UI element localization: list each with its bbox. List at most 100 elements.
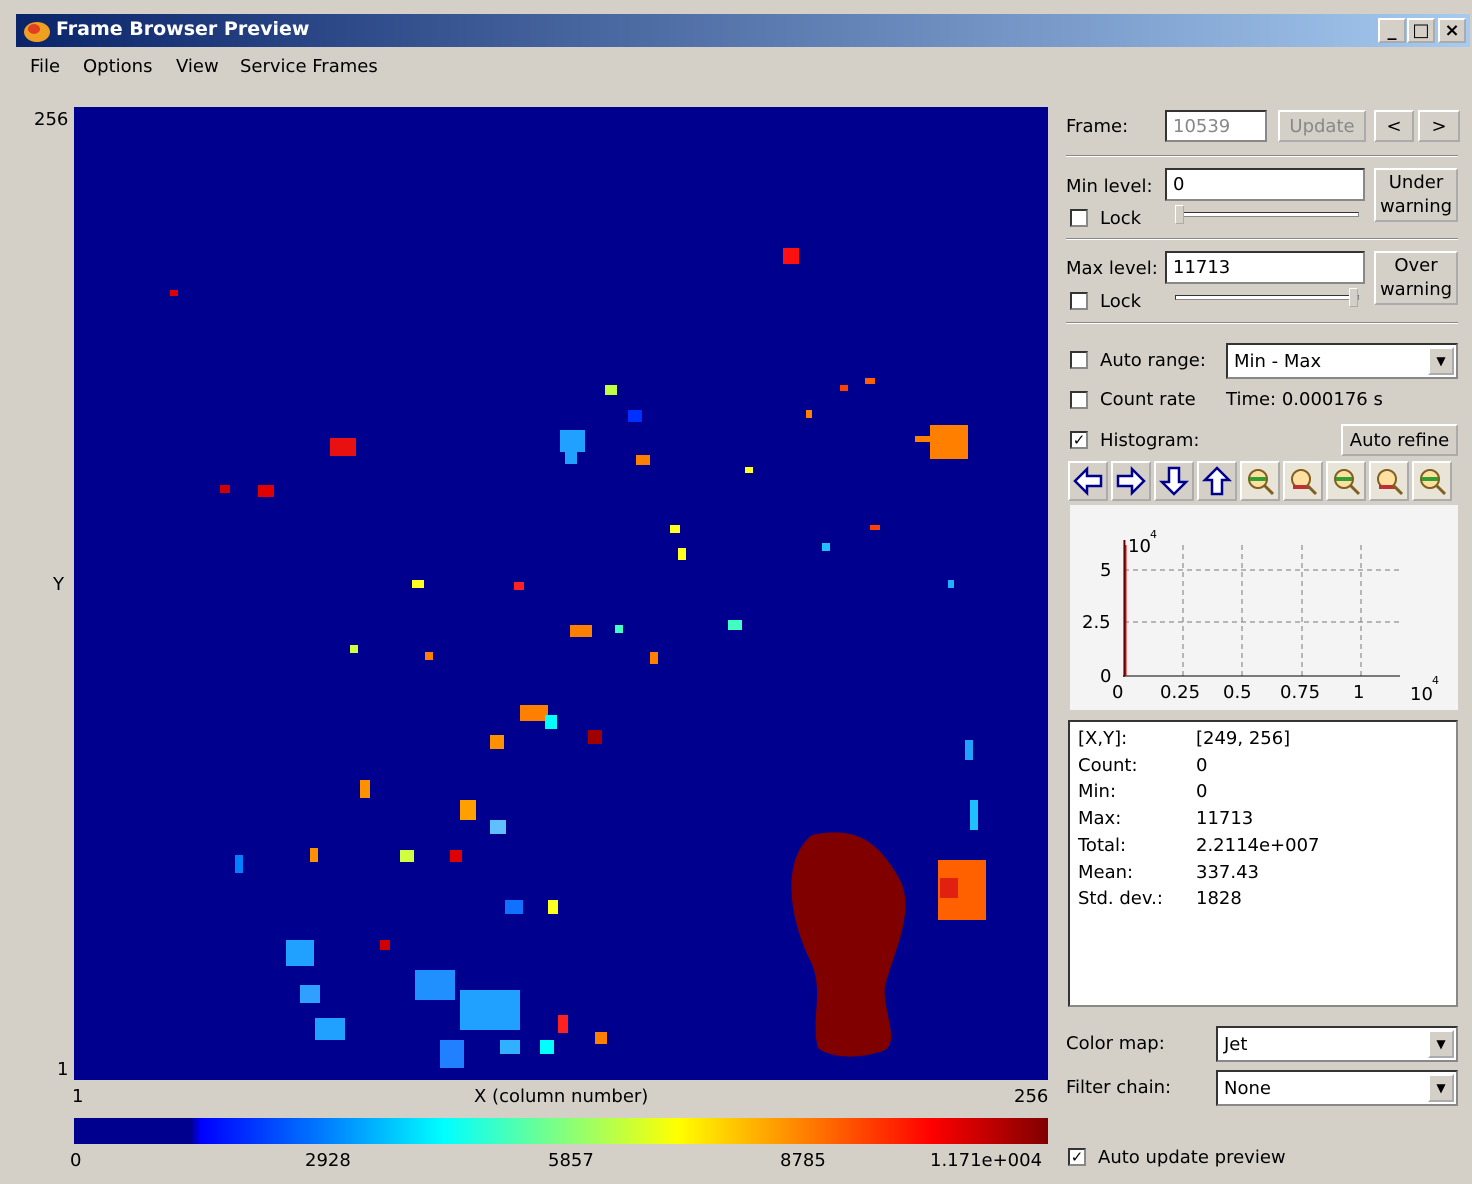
blob [870, 525, 880, 530]
stat-label: Count: [1078, 755, 1138, 776]
stat-label: Mean: [1078, 862, 1133, 883]
toolbar-button[interactable] [1326, 461, 1366, 501]
dropdown-arrow[interactable]: ▼ [1428, 347, 1454, 375]
max-slider[interactable] [1175, 295, 1359, 300]
blob [970, 800, 978, 830]
maximize-button[interactable]: □ [1407, 18, 1435, 43]
menu-item[interactable]: View [176, 56, 219, 77]
blob [636, 455, 650, 465]
blob [235, 855, 243, 873]
toolbar-button[interactable] [1111, 461, 1151, 501]
separator [1066, 322, 1458, 324]
page: {"window":{"title":"Frame Browser Previe… [0, 0, 1472, 1184]
toolbar-icon [1414, 463, 1450, 499]
frame-label: Frame: [1066, 116, 1128, 137]
toolbar-icon [1070, 463, 1106, 499]
blob [540, 1040, 554, 1054]
blob [514, 582, 524, 590]
auto-update-checkbox[interactable]: ✓ [1068, 1148, 1086, 1166]
blob [558, 1015, 568, 1033]
x-tick-label: 0.75 [1280, 682, 1320, 703]
blob [605, 385, 617, 395]
blob [588, 730, 602, 744]
filter-chain-label: Filter chain: [1066, 1077, 1171, 1098]
menu-item[interactable]: Options [83, 56, 152, 77]
max-level-input[interactable]: 11713 [1165, 251, 1365, 284]
stat-label: Std. dev.: [1078, 888, 1163, 909]
prev-button[interactable]: < [1374, 110, 1414, 142]
app-icon [22, 18, 52, 44]
blob [400, 850, 414, 862]
stat-label: Total: [1078, 835, 1126, 856]
color-map-select[interactable]: Jet▼ [1216, 1026, 1458, 1062]
frame-image[interactable] [74, 107, 1048, 1080]
auto-refine-button[interactable]: Auto refine [1341, 424, 1458, 456]
auto-update-label: Auto update preview [1098, 1147, 1286, 1168]
update-button[interactable]: Update [1278, 110, 1366, 142]
histogram-checkbox[interactable]: ✓ [1070, 431, 1088, 449]
blob [650, 652, 658, 664]
blob [965, 740, 973, 760]
blob [460, 990, 520, 1030]
toolbar-button[interactable] [1369, 461, 1409, 501]
min-slider-thumb[interactable] [1175, 205, 1184, 224]
blob [930, 425, 968, 459]
toolbar-button[interactable] [1412, 461, 1452, 501]
min-level-input[interactable]: 0 [1165, 168, 1365, 201]
x-tick-label: 0.5 [1223, 682, 1252, 703]
blob [460, 800, 476, 820]
histogram-label: Histogram: [1100, 430, 1199, 451]
y-max-label: 256 [34, 109, 68, 130]
blob [440, 1040, 464, 1068]
blob [310, 848, 318, 862]
blob [450, 850, 462, 862]
blob [565, 450, 577, 464]
x-axis-label: X (column number) [474, 1086, 648, 1107]
over-warning-button[interactable]: Over warning [1374, 251, 1458, 305]
blob [745, 467, 753, 473]
stat-value: 0 [1196, 755, 1207, 776]
menu-item[interactable]: File [30, 56, 60, 77]
color-map-label: Color map: [1066, 1033, 1165, 1054]
blob [948, 580, 954, 588]
blob [415, 970, 455, 1000]
filter-chain-select[interactable]: None▼ [1216, 1070, 1458, 1106]
auto-range-select[interactable]: Min - Max ▼ [1226, 343, 1458, 379]
blob [783, 248, 799, 264]
x-exponent-power: 4 [1432, 674, 1439, 687]
toolbar-button[interactable] [1154, 461, 1194, 501]
dropdown-arrow[interactable]: ▼ [1428, 1030, 1454, 1058]
x-tick-label: 1 [1353, 682, 1364, 703]
dropdown-arrow[interactable]: ▼ [1428, 1074, 1454, 1102]
max-slider-thumb[interactable] [1349, 288, 1358, 307]
max-level-label: Max level: [1066, 258, 1158, 279]
count-rate-checkbox[interactable] [1070, 391, 1088, 409]
minimize-button[interactable]: _ [1378, 18, 1406, 43]
blob [490, 820, 506, 834]
toolbar-button[interactable] [1068, 461, 1108, 501]
max-lock-checkbox[interactable] [1070, 292, 1088, 310]
colorbar-label: 8785 [780, 1150, 826, 1171]
auto-range-checkbox[interactable] [1070, 351, 1088, 369]
blob [350, 645, 358, 653]
min-slider[interactable] [1175, 212, 1359, 217]
image-background [74, 107, 1048, 1080]
separator [1066, 155, 1458, 157]
auto-range-label: Auto range: [1100, 350, 1206, 371]
blob [505, 900, 523, 914]
toolbar-button[interactable] [1197, 461, 1237, 501]
min-lock-label: Lock [1100, 208, 1141, 229]
menu-item[interactable]: Service Frames [240, 56, 378, 77]
blob [425, 652, 433, 660]
blob [670, 525, 680, 533]
under-warning-button[interactable]: Under warning [1374, 168, 1458, 222]
blob [170, 290, 178, 296]
frame-input[interactable]: 10539 [1165, 110, 1267, 142]
toolbar-icon [1285, 463, 1321, 499]
auto-range-value: Min - Max [1234, 351, 1321, 372]
toolbar-button[interactable] [1240, 461, 1280, 501]
min-lock-checkbox[interactable] [1070, 209, 1088, 227]
close-button[interactable]: × [1438, 18, 1466, 43]
toolbar-button[interactable] [1283, 461, 1323, 501]
next-button[interactable]: > [1418, 110, 1460, 142]
